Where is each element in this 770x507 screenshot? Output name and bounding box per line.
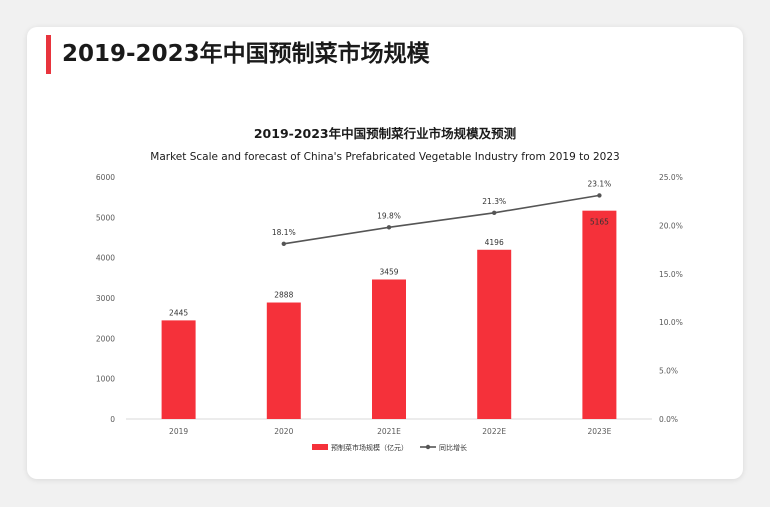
y2-tick-label: 20.0%: [659, 221, 683, 230]
y-tick-label: 2000: [96, 334, 115, 343]
bar-data-label: 2888: [274, 291, 293, 300]
legend-line-label: 同比增长: [439, 443, 467, 452]
line-data-label: 18.1%: [272, 228, 296, 237]
y2-tick-label: 10.0%: [659, 318, 683, 327]
line-series: 18.1% 19.8% 21.3% 23.1%: [272, 179, 611, 246]
legend-line-marker: [425, 444, 431, 450]
x-tick-label: 2019: [169, 427, 188, 436]
bar: [477, 249, 512, 419]
bar-data-label: 2445: [169, 308, 188, 317]
y2-tick-label: 5.0%: [659, 367, 678, 376]
legend-bar-label: 预制菜市场规模（亿元）: [331, 443, 408, 452]
y2-tick-label: 25.0%: [659, 173, 683, 182]
x-tick-label: 2020: [274, 427, 293, 436]
line-point: [386, 225, 392, 230]
y2-tick-label: 15.0%: [659, 270, 683, 279]
x-tick-label: 2021E: [377, 427, 401, 436]
chart-subtitle: Market Scale and forecast of China's Pre…: [150, 151, 619, 163]
line-point: [597, 193, 602, 198]
page-title: 2019-2023年中国预制菜市场规模: [62, 41, 430, 67]
y-tick-label: 1000: [96, 375, 115, 384]
bar: [161, 320, 196, 419]
y-tick-label: 4000: [96, 254, 115, 263]
line-data-label: 19.8%: [377, 211, 401, 220]
bar: [372, 279, 406, 419]
bar-data-label: 3459: [379, 267, 398, 276]
y-tick-label: 3000: [96, 294, 115, 303]
legend-bar-swatch: [312, 444, 328, 450]
bar: [582, 210, 617, 419]
chart-axes: 0 1000 2000 3000 4000 5000 6000 0.0% 5.0% 10.0% 15…: [96, 173, 683, 436]
x-tick-label: 2022E: [482, 427, 506, 436]
title-accent-bar: [46, 35, 51, 74]
bar-data-label: 5165: [590, 218, 609, 227]
y-tick-label: 5000: [96, 213, 115, 222]
y-tick-label: 0: [110, 415, 115, 424]
line-point: [281, 241, 286, 246]
chart-title: 2019-2023年中国预制菜行业市场规模及预测: [254, 126, 516, 141]
x-tick-label: 2023E: [587, 427, 611, 436]
growth-line: [283, 194, 600, 245]
line-point: [492, 210, 497, 216]
line-data-label: 21.3%: [482, 197, 506, 206]
chart-legend: 预制菜市场规模（亿元） 同比增长: [312, 443, 467, 452]
bar: [266, 302, 301, 419]
y2-tick-label: 0.0%: [659, 415, 678, 424]
bar-series: 2445 2888 3459 4196 5165: [161, 210, 617, 419]
line-data-label: 23.1%: [587, 179, 611, 188]
y-tick-label: 6000: [96, 173, 115, 182]
bar-data-label: 4196: [485, 238, 504, 247]
